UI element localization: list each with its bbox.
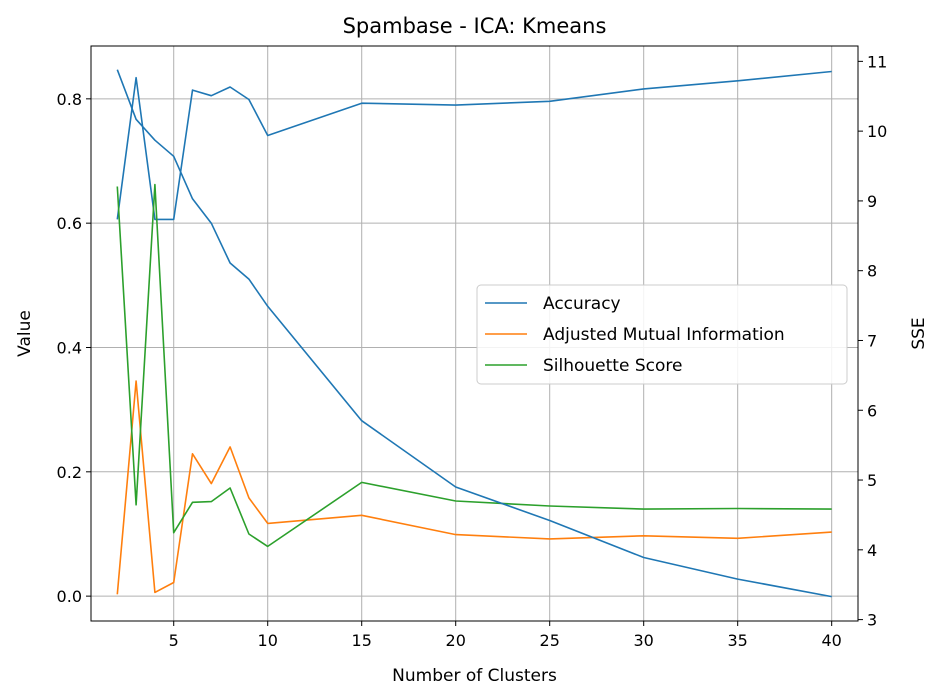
series-line-sse xyxy=(116,69,832,598)
x-tick-label: 40 xyxy=(822,631,842,650)
x-tick-label: 30 xyxy=(634,631,654,650)
y2-axis-label: SSE xyxy=(909,317,929,349)
legend-box xyxy=(476,284,848,385)
y2-tick-label: 10 xyxy=(867,122,887,141)
y2-tick-label: 3 xyxy=(867,611,877,630)
y-tick-label: 0.0 xyxy=(57,587,82,606)
legend-label-silhouette-score: Silhouette Score xyxy=(543,356,682,376)
y-axis-label: Value xyxy=(15,310,35,357)
y-tick-label: 0.4 xyxy=(57,338,82,357)
y-tick-label: 0.6 xyxy=(57,214,82,233)
y2-tick-label: 6 xyxy=(867,401,877,420)
y2-tick-label: 9 xyxy=(867,192,877,211)
series-line-accuracy xyxy=(116,70,832,221)
x-tick-label: 35 xyxy=(728,631,748,650)
y2-tick-label: 5 xyxy=(867,471,877,490)
y-tick-label: 0.8 xyxy=(57,90,82,109)
y2-tick-label: 4 xyxy=(867,541,877,560)
plot-frame xyxy=(90,45,859,622)
x-tick-label: 10 xyxy=(258,631,278,650)
series-lines xyxy=(116,69,832,598)
legend-label-accuracy: Accuracy xyxy=(543,294,621,314)
y-tick-label: 0.2 xyxy=(57,463,82,482)
series-line-adjusted-mutual-information xyxy=(116,380,832,595)
legend: Accuracy Adjusted Mutual Information Silho… xyxy=(476,284,848,385)
y2-tick-label: 8 xyxy=(867,262,877,281)
x-axis-label: Number of Clusters xyxy=(392,666,557,686)
x-tick-label: 5 xyxy=(169,631,179,650)
x-tick-label: 25 xyxy=(540,631,560,650)
legend-label-adjusted-mutual-information: Adjusted Mutual Information xyxy=(543,325,785,345)
chart-title: Spambase - ICA: Kmeans xyxy=(343,14,607,38)
x-tick-label: 15 xyxy=(352,631,372,650)
y2-tick-label: 11 xyxy=(867,52,887,71)
series-line-silhouette-score xyxy=(116,183,832,548)
ticks: 5 10 15 20 25 30 35 40 0.0 0.2 0.4 0.6 0.8 3 4 5 6 7 8 9 10 1… xyxy=(57,52,888,650)
x-tick-label: 20 xyxy=(446,631,466,650)
y2-tick-label: 7 xyxy=(867,331,877,350)
